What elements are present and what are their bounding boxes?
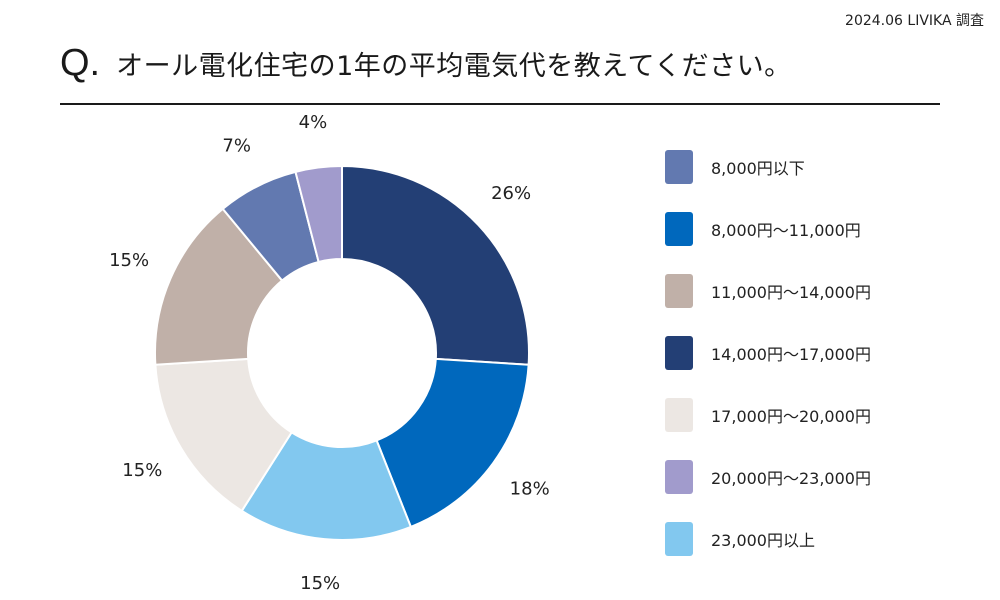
donut-slice-2 xyxy=(154,207,284,366)
slice-label-2: 15% xyxy=(109,250,149,271)
question-text: オール電化住宅の1年の平均電気代を教えてください。 xyxy=(116,51,792,82)
legend-label-6: 23,000円以上 xyxy=(711,531,815,550)
slice-label-5: 4% xyxy=(299,112,328,133)
donut-slice-1 xyxy=(375,357,530,529)
legend-swatch-4 xyxy=(665,398,693,432)
legend-swatch-6 xyxy=(665,522,693,556)
slice-label-0: 7% xyxy=(222,135,251,156)
slice-label-4: 15% xyxy=(122,460,162,481)
slice-label-3: 26% xyxy=(491,183,531,204)
donut-slice-5 xyxy=(294,164,343,264)
donut-slice-3 xyxy=(341,164,530,366)
source-note: 2024.06 LIVIKA 調査 xyxy=(845,13,984,29)
donut-slice-6 xyxy=(240,430,413,541)
legend-item-5: 20,000円〜23,000円 xyxy=(665,460,871,494)
legend-item-6: 23,000円以上 xyxy=(665,522,871,556)
question-mark: Q. xyxy=(60,42,101,84)
donut-chart: 26% 18% 15% 15% 15% 7% 4% xyxy=(109,112,550,594)
legend-label-4: 17,000円〜20,000円 xyxy=(711,407,871,426)
donut-slice-4 xyxy=(154,357,294,513)
chart-legend: 8,000円以下 8,000円〜11,000円 11,000円〜14,000円 14,… xyxy=(665,150,871,584)
legend-label-1: 8,000円〜11,000円 xyxy=(711,221,861,240)
slice-label-1: 18% xyxy=(510,478,550,499)
title-divider xyxy=(60,103,940,105)
legend-item-4: 17,000円〜20,000円 xyxy=(665,398,871,432)
legend-swatch-2 xyxy=(665,274,693,308)
legend-item-2: 11,000円〜14,000円 xyxy=(665,274,871,308)
legend-label-0: 8,000円以下 xyxy=(711,159,805,178)
legend-swatch-5 xyxy=(665,460,693,494)
legend-item-0: 8,000円以下 xyxy=(665,150,871,184)
legend-item-1: 8,000円〜11,000円 xyxy=(665,212,871,246)
legend-label-3: 14,000円〜17,000円 xyxy=(711,345,871,364)
legend-swatch-1 xyxy=(665,212,693,246)
legend-item-3: 14,000円〜17,000円 xyxy=(665,336,871,370)
legend-swatch-0 xyxy=(665,150,693,184)
legend-swatch-3 xyxy=(665,336,693,370)
legend-label-2: 11,000円〜14,000円 xyxy=(711,283,871,302)
legend-label-5: 20,000円〜23,000円 xyxy=(711,469,871,488)
slice-label-6: 15% xyxy=(300,573,340,594)
question-heading: Q. オール電化住宅の1年の平均電気代を教えてください。 xyxy=(60,42,792,85)
